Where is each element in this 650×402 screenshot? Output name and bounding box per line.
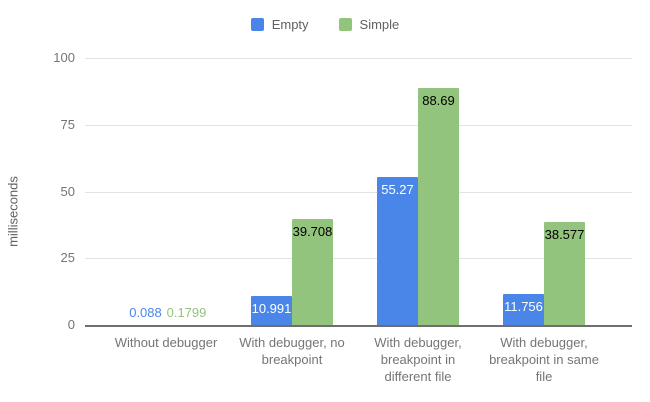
bar-empty-1[interactable]: [251, 295, 292, 325]
bar-value-label: 0.1799: [166, 305, 207, 320]
bar-simple-2[interactable]: [418, 88, 459, 325]
y-tick-label: 0: [67, 317, 75, 332]
y-tick-label: 75: [60, 117, 75, 132]
bar-value-label: 10.991: [251, 300, 292, 316]
grid-line: [85, 192, 632, 193]
legend-swatch-simple: [338, 17, 352, 31]
bar-value-label: 38.577: [544, 226, 585, 242]
grid-line: [85, 58, 632, 59]
legend-label: Empty: [271, 16, 309, 32]
bar-value-label: 0.088: [129, 305, 162, 320]
bar-value-label: 39.708: [292, 223, 333, 239]
bar-value-label: 88.69: [422, 93, 455, 109]
chart-legend: Empty Simple: [0, 16, 650, 32]
category-label-3: With debugger, breakpoint in same file: [489, 335, 599, 384]
bar-value-label: 11.756: [504, 298, 543, 314]
y-axis-title: milliseconds: [5, 176, 21, 247]
y-tick-label: 25: [60, 250, 75, 265]
category-label-2: With debugger, breakpoint in different f…: [374, 335, 462, 384]
bar-empty-2[interactable]: [377, 177, 418, 325]
bar-empty-3[interactable]: [503, 293, 544, 325]
bar-simple-1[interactable]: [292, 218, 333, 325]
legend-swatch-empty: [250, 17, 264, 31]
bar-simple-3[interactable]: [544, 221, 585, 325]
legend-item-simple: Simple: [338, 16, 400, 32]
legend-label: Simple: [359, 16, 400, 32]
category-label-1: With debugger, no breakpoint: [239, 335, 345, 367]
legend-item-empty: Empty: [250, 16, 309, 32]
grid-line: [85, 125, 632, 126]
y-tick-label: 100: [53, 50, 75, 65]
y-tick-label: 50: [60, 184, 75, 199]
category-label-0: Without debugger: [114, 335, 218, 350]
bar-value-label: 55.27: [381, 182, 414, 198]
grid-line: [85, 258, 632, 259]
x-axis-baseline: [85, 325, 632, 327]
